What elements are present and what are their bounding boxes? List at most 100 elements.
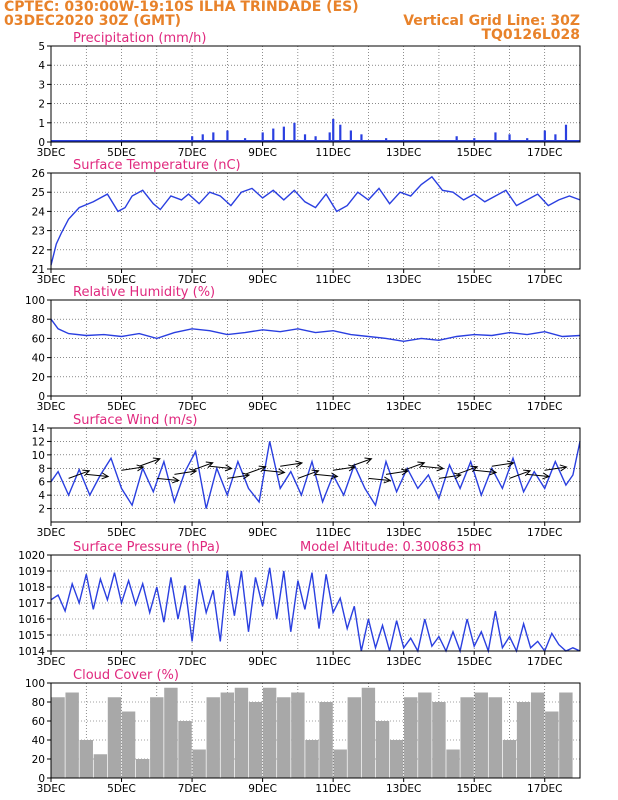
cloud-bar [559,692,573,778]
cloud-bar [474,692,488,778]
x-tick-label: 17DEC [527,274,562,286]
y-tick-label: 0 [38,773,45,785]
wind-arrow [244,466,266,475]
cloud-bar [220,692,235,778]
wind-arrow [474,469,497,473]
precip-bar [332,118,335,142]
cloud-bar [361,687,376,778]
x-tick-label: 5DEC [107,401,136,413]
cloud-bar [375,721,390,778]
x-tick-label: 7DEC [178,274,207,286]
x-tick-label: 11DEC [315,147,350,159]
y-tick-label: 25 [32,187,45,199]
cloud-bar [347,697,361,778]
cloud-bar [389,740,404,778]
y-tick-label: 1014 [18,646,45,658]
x-tick-label: 15DEC [456,147,491,159]
cloud-bar [305,740,319,778]
y-tick-label: 5 [38,41,45,53]
x-tick-label: 9DEC [248,656,277,668]
wind-arrow [491,462,514,467]
wind-arrow [385,470,408,475]
y-tick-label: 2 [38,99,45,111]
precip-bar [508,134,511,142]
panel-title: Relative Humidity (%) [73,285,215,300]
x-tick-label: 9DEC [248,783,277,795]
wind-arrow-head [205,461,214,469]
wind-arrow-head [295,460,304,468]
header-line-1: CPTEC: 030:00W-19:10S ILHA TRINDADE (ES) [4,0,359,15]
wind-arrow-head [258,465,267,473]
vertical-grid-note: Vertical Grid Line: 30Z [403,13,580,29]
y-tick-label: 23 [32,226,45,238]
wind-arrow [315,473,338,478]
precip-bar [564,124,568,142]
wind-arrow [509,470,531,479]
wind-arrow [174,470,197,475]
panel-title: Surface Pressure (hPa) [73,540,220,555]
y-tick-label: 26 [32,168,46,180]
x-tick-label: 9DEC [248,401,277,413]
y-tick-label: 1015 [18,630,45,642]
wind-arrow [227,474,250,479]
plot-frame [50,427,581,523]
precip-bar [360,134,363,142]
x-tick-label: 13DEC [386,783,421,795]
y-tick-label: 4 [38,60,45,72]
plot-frame [50,682,581,779]
precip-bar [191,136,194,142]
plot-frame [50,172,581,270]
wind-arrow [421,465,444,469]
wind-arrow-head [101,472,110,480]
wind-arrow-head [364,457,373,465]
precip-bar [272,128,275,142]
y-tick-label: 24 [32,206,46,218]
x-tick-label: 17DEC [527,147,562,159]
panel-title: Precipitation (mm/h) [73,31,206,46]
cloud-bar [135,759,150,778]
precip-bar [201,134,204,142]
precip-bar [303,134,307,142]
y-tick-label: 0 [38,391,45,403]
cloud-bar [277,697,291,778]
cloud-bar [65,692,79,778]
cloud-bar [502,740,517,778]
cloud-bar [121,711,136,778]
wind-arrow-head [400,468,409,476]
x-tick-label: 5DEC [107,274,136,286]
cloud-bar [51,697,65,778]
y-tick-label: 100 [25,295,45,307]
cloud-bar [545,711,559,778]
cloud-bar [262,687,277,778]
panel-3: 0 20 40 60 80 100 3DEC 5DEC 7DEC 9DEC 11DEC 13DEC 15… [25,285,581,413]
x-tick-label: 11DEC [315,656,350,668]
y-tick-label: 12 [32,436,45,448]
wind-arrow [280,462,303,467]
cloud-bar [488,697,503,778]
series-line [50,567,581,654]
precip-bar [314,136,317,142]
y-tick-label: 80 [32,314,45,326]
x-tick-label: 15DEC [456,656,491,668]
wind-arrow [209,465,232,469]
panel-title: Surface Wind (m/s) [73,413,197,428]
x-tick-label: 17DEC [527,656,562,668]
panel-title: Cloud Cover (%) [73,668,179,683]
y-tick-label: 2 [38,504,45,516]
precip-bar [212,132,215,142]
wind-arrow [121,466,144,471]
panel-6: 0 20 40 60 80 100 3DEC 5DEC 7DEC 9DEC 11DEC 13DEC 15… [25,668,581,795]
wind-arrow-head [559,464,568,472]
y-tick-label: 1016 [18,614,45,626]
cloud-bar [404,697,418,778]
x-tick-label: 5DEC [107,656,136,668]
x-tick-label: 9DEC [248,274,277,286]
cloud-bar [333,749,347,778]
x-tick-label: 17DEC [527,783,562,795]
x-tick-label: 13DEC [386,274,421,286]
y-tick-label: 6 [38,477,45,489]
wind-arrow-head [417,461,426,469]
wind-arrow [138,458,161,467]
y-tick-label: 4 [38,490,45,502]
x-tick-label: 11DEC [315,783,350,795]
